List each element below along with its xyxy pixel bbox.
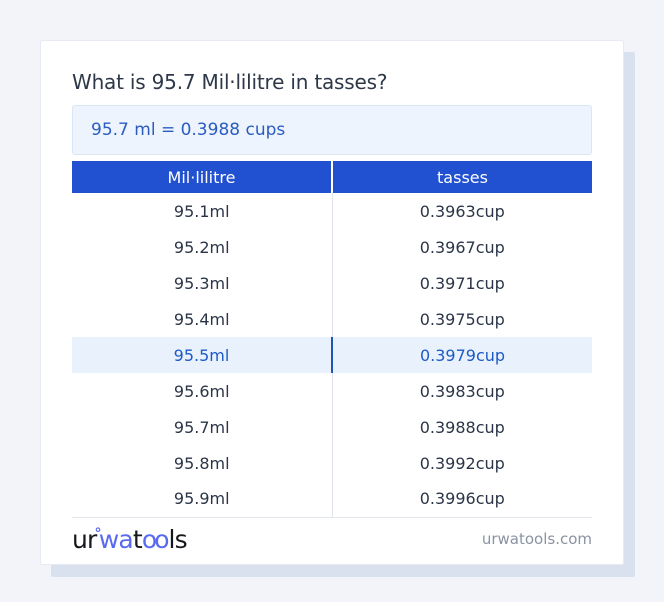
converter-card: What is 95.7 Mil·lilitre in tasses? 95.7… xyxy=(40,40,624,565)
cup-cell[interactable]: 0.3988cup xyxy=(419,417,505,437)
conversion-result-text: 95.7 ml = 0.3988 cups xyxy=(91,120,286,140)
ml-cell[interactable]: 95.1ml xyxy=(72,193,333,229)
cup-cell[interactable]: 0.3963cup xyxy=(419,201,505,221)
page-title: What is 95.7 Mil·lilitre in tasses? xyxy=(72,70,388,94)
table-row[interactable]: 95.3ml 0.3971cup xyxy=(72,265,592,301)
logo-oo-rings-icon: oo xyxy=(141,524,170,554)
cup-cell[interactable]: 0.3983cup xyxy=(419,381,505,401)
cup-cell[interactable]: 0.3975cup xyxy=(419,309,505,329)
cup-cell[interactable]: 0.3971cup xyxy=(419,273,505,293)
column-header-tasses: tasses xyxy=(332,161,592,193)
cup-cell[interactable]: 0.3967cup xyxy=(419,237,505,257)
ml-cell[interactable]: 95.8ml xyxy=(72,445,333,481)
table-header: Mil·lilitre tasses xyxy=(72,161,592,193)
site-name: urwatools.com xyxy=(481,530,592,548)
logo-segment-blue: wa xyxy=(98,524,134,554)
table-row[interactable]: 95.7ml 0.3988cup xyxy=(72,409,592,445)
logo-segment-dark: ls xyxy=(168,524,188,554)
urwatools-logo[interactable]: ur°watools xyxy=(72,524,188,554)
table-row-highlighted[interactable]: 95.5ml 0.3979cup xyxy=(72,337,592,373)
table-row[interactable]: 95.9ml 0.3996cup xyxy=(72,481,592,517)
table-row[interactable]: 95.4ml 0.3975cup xyxy=(72,301,592,337)
conversion-result-box: 95.7 ml = 0.3988 cups xyxy=(72,105,592,155)
logo-ring-icon: ° xyxy=(94,525,102,542)
ml-cell[interactable]: 95.2ml xyxy=(72,229,333,265)
cup-cell[interactable]: 0.3996cup xyxy=(419,489,505,509)
table-row[interactable]: 95.1ml 0.3963cup xyxy=(72,193,592,229)
card-footer: ur°watools urwatools.com xyxy=(72,518,592,561)
logo-segment-dark: ur xyxy=(72,524,97,554)
ml-cell[interactable]: 95.6ml xyxy=(72,373,333,409)
cup-cell[interactable]: 0.3992cup xyxy=(419,453,505,473)
table-row[interactable]: 95.8ml 0.3992cup xyxy=(72,445,592,481)
table-row[interactable]: 95.6ml 0.3983cup xyxy=(72,373,592,409)
conversion-table: Mil·lilitre tasses 95.1ml 0.3963cup 95.2… xyxy=(72,161,592,518)
ml-cell[interactable]: 95.9ml xyxy=(72,481,333,517)
ml-cell[interactable]: 95.5ml xyxy=(72,337,333,373)
ml-cell[interactable]: 95.7ml xyxy=(72,409,333,445)
logo-segment-dark: t xyxy=(132,524,143,554)
ml-cell[interactable]: 95.3ml xyxy=(72,265,333,301)
ml-cell[interactable]: 95.4ml xyxy=(72,301,333,337)
table-row[interactable]: 95.2ml 0.3967cup xyxy=(72,229,592,265)
cup-cell[interactable]: 0.3979cup xyxy=(332,337,592,373)
column-header-millilitre: Mil·lilitre xyxy=(72,161,333,193)
